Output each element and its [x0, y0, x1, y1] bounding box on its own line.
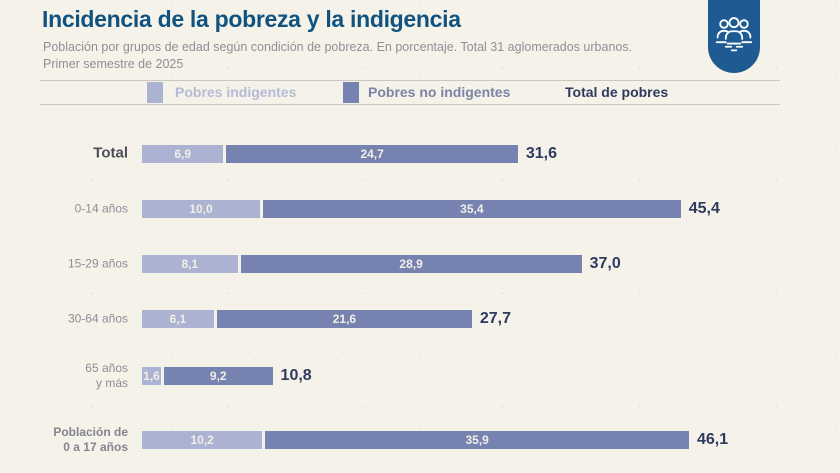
subtitle-line-2: Primer semestre de 2025 [43, 56, 184, 71]
bar-group: 1,6 9,2 10,8 [142, 367, 312, 385]
chart-row: 65 años y más 1,6 9,2 10,8 [0, 361, 840, 390]
total-value: 31,6 [525, 145, 557, 162]
bar-segment-pobres-indigentes: 8,1 [142, 255, 238, 273]
legend-label-no-indigentes: Pobres no indigentes [368, 84, 511, 100]
bar-segment-pobres-indigentes: 6,1 [142, 310, 214, 328]
bar-segment-pobres-no-indigentes: 21,6 [216, 310, 472, 328]
category-label: 30-64 años [67, 311, 128, 326]
legend-label-total-de-pobres: Total de pobres [565, 84, 669, 100]
category-label: Población de 0 a 17 años [53, 425, 128, 454]
bar-segment-pobres-no-indigentes: 24,7 [226, 145, 518, 163]
bar-segment-pobres-no-indigentes: 35,4 [263, 200, 681, 218]
total-value: 27,7 [479, 310, 511, 327]
bar-group: 10,2 35,9 46,1 [142, 431, 728, 449]
chart-subtitle: Población por grupos de edad según condi… [43, 39, 683, 72]
brand-badge [708, 0, 760, 73]
category-label: 0-14 años [74, 201, 128, 216]
total-value: 45,4 [688, 200, 720, 217]
chart-row: 30-64 años 6,1 21,6 27,7 [0, 310, 840, 328]
legend-label-indigentes: Pobres indigentes [175, 84, 297, 100]
bar-segment-pobres-no-indigentes: 35,9 [265, 431, 689, 449]
people-group-icon [715, 17, 753, 52]
bar-segment-pobres-indigentes: 1,6 [142, 367, 161, 385]
subtitle-line-1: Población por grupos de edad según condi… [43, 40, 633, 54]
bar-segment-pobres-no-indigentes: 9,2 [164, 367, 273, 385]
legend-swatch-indigentes [147, 82, 163, 103]
chart-row: Total 6,9 24,7 31,6 [0, 145, 840, 163]
chart-row: 0-14 años 10,0 35,4 45,4 [0, 200, 840, 218]
bar-group: 8,1 28,9 37,0 [142, 255, 621, 273]
total-value: 46,1 [696, 431, 729, 448]
chart-row: 15-29 años 8,1 28,9 37,0 [0, 255, 840, 273]
legend: Pobres indigentes Pobres no indigentes T… [40, 80, 780, 105]
chart-row: Población de 0 a 17 años 10,2 35,9 46,1 [0, 425, 840, 454]
bar-group: 6,9 24,7 31,6 [142, 145, 557, 163]
category-label: Total [93, 144, 128, 162]
bar-segment-pobres-no-indigentes: 28,9 [240, 255, 582, 273]
legend-swatch-no-indigentes [343, 82, 359, 103]
total-value: 10,8 [280, 367, 312, 384]
bar-segment-pobres-indigentes: 6,9 [142, 145, 224, 163]
page-title: Incidencia de la pobreza y la indigencia [42, 6, 461, 32]
bar-group: 10,0 35,4 45,4 [142, 200, 720, 218]
bar-segment-pobres-indigentes: 10,2 [142, 431, 263, 449]
total-value: 37,0 [589, 255, 621, 272]
category-label: 65 años y más [85, 361, 128, 390]
bar-segment-pobres-indigentes: 10,0 [142, 200, 260, 218]
category-label: 15-29 años [67, 256, 128, 271]
bar-group: 6,1 21,6 27,7 [142, 310, 511, 328]
